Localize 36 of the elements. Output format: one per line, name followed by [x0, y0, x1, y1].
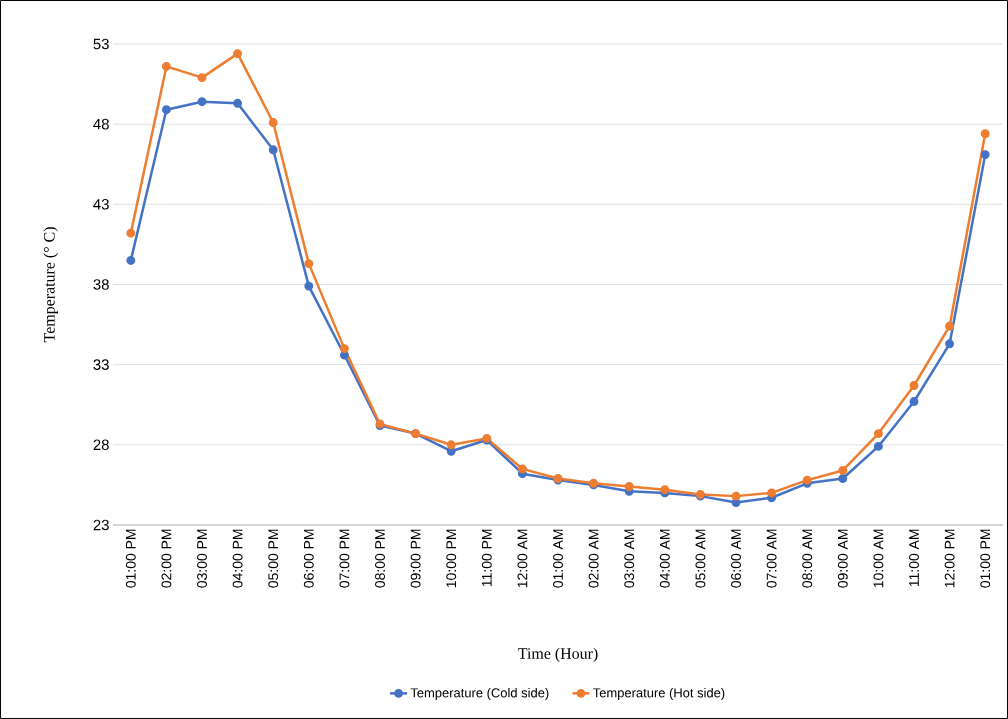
legend-label: Temperature (Cold side)	[410, 687, 549, 700]
x-tick-label: 10:00 AM	[873, 529, 884, 588]
x-tick-label: 08:00 PM	[375, 529, 385, 588]
legend-label: Temperature (Hot side)	[593, 687, 725, 700]
x-tick-label: 11:00 AM	[909, 529, 919, 587]
x-tick-label: 02:00 AM	[588, 529, 599, 588]
x-tick-label: 07:00 AM	[766, 529, 777, 588]
x-tick-label: 01:00 AM	[553, 529, 563, 588]
x-tick-label: 10:00 PM	[446, 529, 457, 588]
y-tick-label: 53	[93, 38, 109, 50]
x-tick-label: 04:00 PM	[232, 529, 243, 588]
x-tick-label: 06:00 PM	[303, 529, 314, 588]
y-tick-label: 28	[93, 439, 109, 451]
x-tick-label: 09:00 AM	[837, 529, 848, 588]
x-tick-label: 02:00 PM	[161, 529, 172, 588]
y-tick-label: 43	[93, 199, 109, 210]
x-tick-label: 09:00 PM	[410, 529, 421, 588]
x-tick-label: 01:00 PM	[125, 529, 136, 588]
y-tick-label: 38	[93, 279, 109, 290]
x-tick-label: 05:00 PM	[268, 529, 279, 588]
x-tick-label: 12:00 AM	[517, 529, 528, 588]
x-tick-label: 06:00 AM	[731, 529, 741, 588]
y-tick-label: 23	[93, 519, 109, 531]
x-axis-title: Time (Hour)	[518, 647, 598, 663]
x-tick-label: 08:00 AM	[802, 529, 813, 588]
x-tick-label: 12:00 PM	[944, 529, 955, 588]
x-tick-label: 01:00 PM	[980, 529, 991, 588]
x-tick-label: 07:00 PM	[339, 529, 350, 588]
x-tick-label: 11:00 PM	[481, 529, 492, 587]
x-tick-label: 03:00 PM	[197, 529, 207, 588]
x-tick-label: 04:00 AM	[659, 529, 670, 588]
y-tick-label: 48	[93, 118, 109, 130]
x-tick-label: 05:00 AM	[695, 529, 706, 588]
y-tick-label: 33	[93, 359, 109, 370]
y-axis-title: Temperature (° C)	[43, 227, 58, 343]
x-tick-label: 03:00 AM	[624, 529, 635, 588]
